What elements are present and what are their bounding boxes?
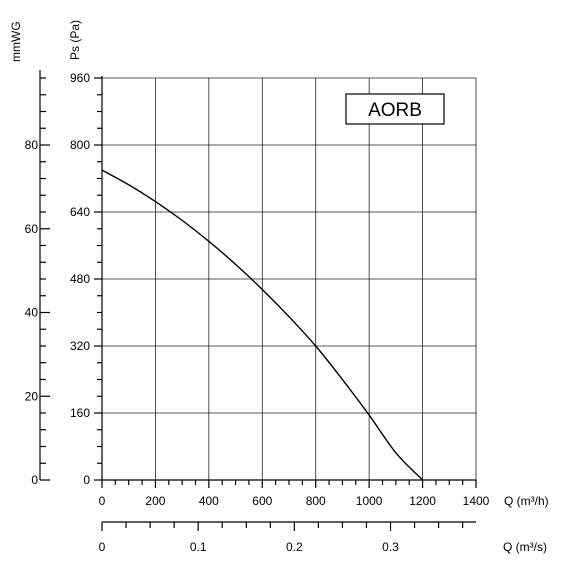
secondary-y-tick-labels: 0 20 40 60 80 <box>25 138 39 487</box>
y-tick-label: 320 <box>70 339 90 353</box>
x-tick-label: 200 <box>145 494 165 508</box>
y-tick-label: 0 <box>83 473 90 487</box>
y-tick-label: 960 <box>70 71 90 85</box>
secondary-y-tick-label: 0 <box>31 473 38 487</box>
secondary-y-tick-label: 80 <box>25 138 39 152</box>
secondary-x-axis-label: Q (m³/s) <box>503 540 547 554</box>
secondary-y-tick-label: 40 <box>25 306 39 320</box>
secondary-x-tick-label: 0.2 <box>286 540 303 554</box>
secondary-x-tick-label: 0 <box>99 540 106 554</box>
x-tick-label: 1000 <box>356 494 383 508</box>
x-tick-label: 400 <box>199 494 219 508</box>
series-line <box>101 169 424 481</box>
x-tick-label: 1200 <box>409 494 436 508</box>
x-axis-label: Q (m³/h) <box>504 494 549 508</box>
secondary-x-tick-label: 0.1 <box>190 540 207 554</box>
x-tick-label: 800 <box>306 494 326 508</box>
y-tick-labels: 0 160 320 480 640 800 960 <box>70 71 90 487</box>
x-tick-labels: 0 200 400 600 800 1000 1200 1400 <box>99 494 490 508</box>
secondary-x-tick-labels: 0 0.1 0.2 0.3 <box>99 540 400 554</box>
legend-box: AORB <box>345 93 445 125</box>
secondary-y-tick-label: 60 <box>25 222 39 236</box>
y-tick-label: 480 <box>70 272 90 286</box>
secondary-x-tick-label: 0.3 <box>382 540 399 554</box>
secondary-y-tick-label: 20 <box>25 389 39 403</box>
grid-lines <box>101 77 477 481</box>
axes <box>39 70 476 523</box>
x-tick-label: 1400 <box>463 494 490 508</box>
y-axis-label: Ps (Pa) <box>68 20 82 60</box>
secondary-y-axis-label: mmWG <box>9 21 23 62</box>
tick-marks <box>40 77 477 531</box>
x-tick-label: 0 <box>99 494 106 508</box>
x-tick-label: 600 <box>252 494 272 508</box>
legend-label: AORB <box>368 100 422 121</box>
y-tick-label: 800 <box>70 138 90 152</box>
y-tick-label: 640 <box>70 205 90 219</box>
y-tick-label: 160 <box>70 406 90 420</box>
